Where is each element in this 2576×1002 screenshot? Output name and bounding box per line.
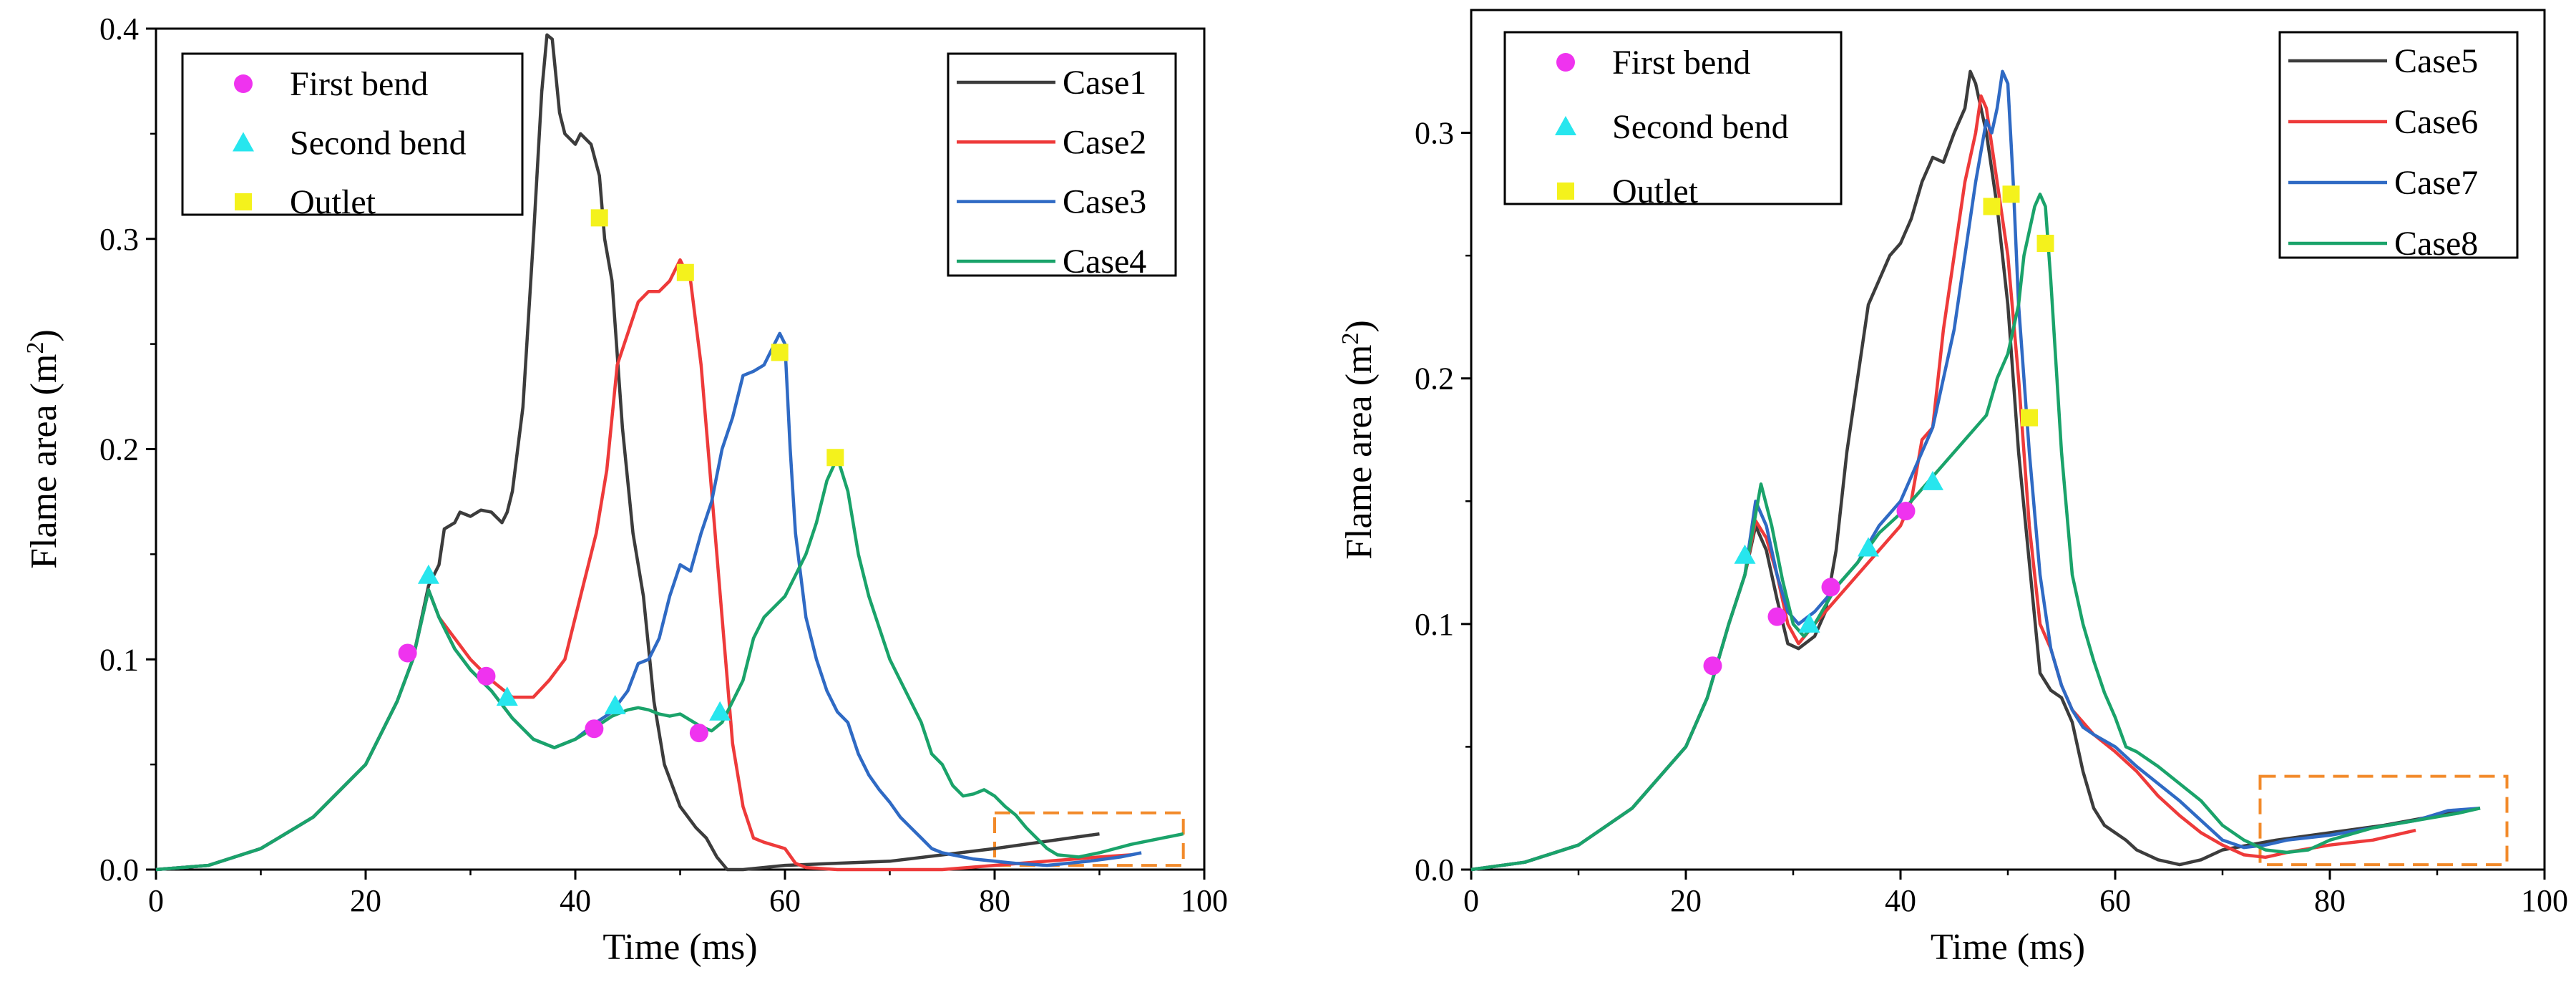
- x-axis-label: Time (ms): [602, 927, 757, 968]
- x-tick-label: 40: [560, 883, 591, 918]
- marker-circle: [585, 719, 604, 739]
- marker-circle: [1767, 607, 1787, 626]
- series-line-case8: [1470, 193, 2481, 872]
- marker-triangle: [709, 701, 731, 721]
- series-line-case2: [155, 258, 1131, 872]
- line-legend-box: [947, 52, 1177, 277]
- legend-symbol-triangle: [233, 132, 254, 152]
- x-tick-label: 100: [2521, 883, 2568, 918]
- marker-circle: [398, 643, 417, 663]
- legend-symbol-square: [235, 193, 252, 210]
- series-line-case6: [1470, 94, 2416, 872]
- highlight-box: [2258, 774, 2509, 867]
- y-tick-label: 0.4: [99, 11, 139, 47]
- legend-entry-label: Case5: [2394, 42, 2478, 80]
- marker-circle: [1703, 656, 1722, 676]
- x-tick-label: 20: [1670, 883, 1702, 918]
- legend-symbol-square: [1557, 183, 1574, 200]
- marker-triangle: [1858, 537, 1879, 557]
- marker-square: [771, 344, 789, 361]
- chart-1: 0 20 40 60 80 100 0.0 0.1 0.2 0.3 0.4 Time (ms) Flam…: [22, 11, 1228, 968]
- marker-square: [2021, 409, 2038, 427]
- y-tick-label: 0.3: [1415, 116, 1454, 151]
- legend-entry-label: Second bend: [290, 125, 467, 162]
- y-tick-label: 0.3: [99, 222, 139, 257]
- marker-triangle: [496, 686, 518, 706]
- x-tick-label: 100: [1181, 883, 1228, 918]
- x-tick-label: 60: [769, 883, 801, 918]
- marker-circle: [1821, 578, 1840, 597]
- legend-entry-label: First bend: [1612, 44, 1750, 82]
- marker-triangle: [604, 694, 626, 714]
- series-line-case4: [155, 456, 1184, 872]
- marker-square: [826, 449, 844, 467]
- legend-entry-label: Case1: [1063, 64, 1146, 102]
- series-line-case3: [155, 331, 1142, 872]
- x-tick-label: 80: [979, 883, 1010, 918]
- y-tick-label: 0.0: [1415, 852, 1454, 887]
- x-tick-label: 0: [148, 883, 164, 918]
- series-line-case5: [1470, 69, 2481, 872]
- y-tick-label: 0.0: [99, 852, 139, 887]
- marker-square: [590, 209, 608, 227]
- legend-entry-label: Case8: [2394, 225, 2478, 263]
- marker-circle: [1896, 502, 1916, 521]
- marker-triangle: [417, 564, 439, 584]
- legend-entry-label: First bend: [290, 65, 428, 103]
- marker-triangle: [1734, 544, 1756, 564]
- marker-square: [1983, 198, 2001, 215]
- y-axis-label: Flame area (m2): [22, 329, 64, 569]
- marker-square: [676, 263, 694, 281]
- legend-symbol-triangle: [1555, 116, 1576, 135]
- x-tick-label: 0: [1463, 883, 1479, 918]
- y-tick-label: 0.2: [99, 432, 139, 467]
- y-tick-label: 0.1: [99, 642, 139, 677]
- x-tick-label: 20: [350, 883, 381, 918]
- legend-entry-label: Case6: [2394, 103, 2478, 141]
- series-line-case7: [1470, 69, 2481, 872]
- legend-entry-label: Case2: [1063, 123, 1146, 161]
- y-axis-label: Flame area (m2): [1337, 320, 1380, 560]
- y-tick-label: 0.1: [1415, 607, 1454, 642]
- marker-square: [2002, 185, 2020, 203]
- x-tick-label: 40: [1885, 883, 1916, 918]
- marker-triangle: [1922, 470, 1943, 490]
- x-tick-label: 60: [2099, 883, 2131, 918]
- legend-entry-label: Case4: [1063, 243, 1146, 281]
- legend-entry-label: Case7: [2394, 164, 2478, 202]
- marker-circle: [689, 724, 708, 743]
- legend-symbol-circle: [234, 74, 253, 93]
- legend-entry-label: Case3: [1063, 183, 1146, 221]
- legend-entry-label: Outlet: [290, 183, 376, 221]
- legend-entry-label: Outlet: [1612, 172, 1699, 210]
- legend-entry-label: Second bend: [1612, 108, 1789, 146]
- chart-2: 0 20 40 60 80 100 0.0 0.1 0.2 0.3 Time (ms) Flame a…: [1337, 9, 2568, 968]
- x-tick-label: 80: [2314, 883, 2346, 918]
- marker-triangle: [1798, 613, 1820, 633]
- marker-circle: [477, 666, 496, 686]
- line-legend-box: [2278, 31, 2519, 259]
- marker-square: [2036, 234, 2054, 252]
- line-legend: Case5 Case6 Case7 Case8: [2278, 31, 2519, 263]
- marker-legend: First bend Second bend Outlet: [1503, 31, 1843, 210]
- legend-symbol-circle: [1556, 53, 1575, 72]
- line-legend: Case1 Case2 Case3 Case4: [947, 52, 1177, 281]
- y-tick-label: 0.2: [1415, 361, 1454, 397]
- marker-legend: First bend Second bend Outlet: [181, 52, 524, 221]
- x-axis-label: Time (ms): [1931, 927, 2085, 968]
